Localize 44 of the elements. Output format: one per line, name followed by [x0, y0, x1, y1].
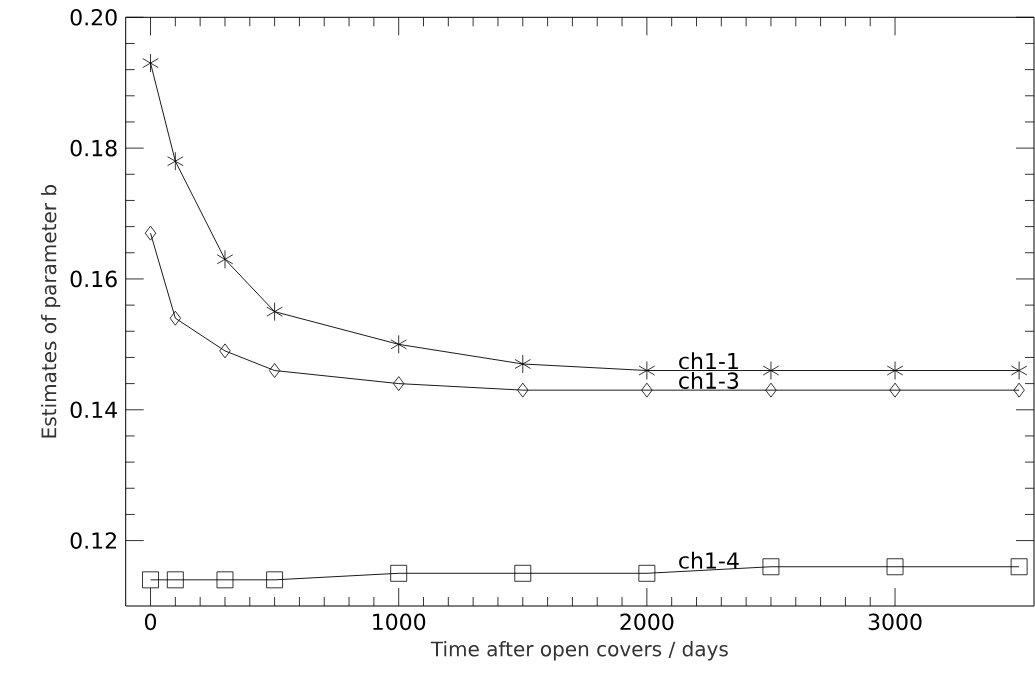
y-tick-label: 0.14 [70, 401, 117, 419]
point [886, 361, 904, 380]
point [889, 382, 901, 398]
point [762, 361, 780, 380]
point [216, 571, 234, 589]
point [1013, 382, 1025, 398]
y-tick-label: 0.12 [70, 532, 116, 549]
y-tick-label: 0.18 [70, 139, 117, 157]
point [167, 151, 184, 171]
point [765, 382, 777, 398]
point [166, 571, 184, 589]
point [266, 571, 283, 589]
point [886, 558, 904, 576]
point [514, 564, 532, 582]
point [517, 382, 529, 398]
point [390, 334, 407, 354]
point [216, 249, 234, 269]
x-tick-label: 2000 [620, 613, 674, 631]
point [142, 571, 159, 589]
x-tick-label: 3000 [868, 613, 922, 631]
y-tick-label: 0.16 [70, 270, 117, 288]
point [268, 363, 281, 378]
point [169, 310, 181, 326]
point [638, 564, 656, 582]
y-tick-label: 0.20 [70, 8, 117, 26]
point [266, 302, 283, 322]
point [641, 382, 653, 398]
y-axis-title: Estimates of parameter b [40, 185, 61, 438]
series-label: ch1-4 [679, 551, 739, 569]
x-tick-label: 0 [144, 613, 157, 631]
point [219, 343, 231, 359]
series-label: ch1-3 [679, 371, 739, 389]
point [762, 558, 780, 576]
series-label: ch1-1 [679, 352, 738, 370]
point [1010, 558, 1028, 576]
point [638, 361, 656, 380]
point [1010, 361, 1028, 380]
point [390, 564, 408, 582]
x-tick-label: 1000 [373, 613, 426, 631]
point [144, 225, 157, 241]
point [393, 376, 405, 391]
x-axis-title: Time after open covers / days [430, 641, 728, 661]
point [514, 354, 531, 374]
point [142, 53, 159, 73]
